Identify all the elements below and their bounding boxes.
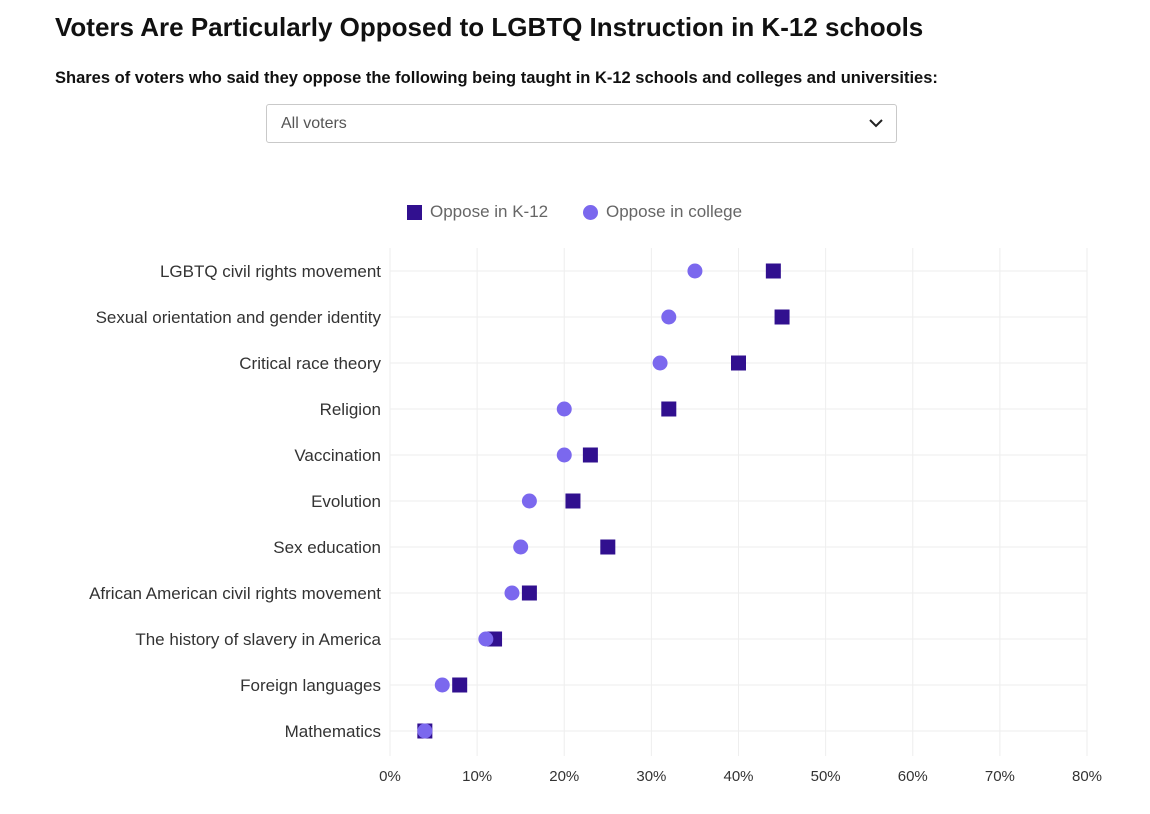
category-label: Foreign languages	[240, 676, 381, 695]
college-circle-marker	[478, 631, 494, 647]
x-tick-label: 10%	[462, 768, 492, 785]
k12-square-marker	[452, 677, 468, 693]
k12-square-marker	[731, 355, 746, 371]
k12-square-marker	[582, 447, 598, 463]
voter-group-dropdown[interactable]: All voters	[266, 104, 897, 143]
category-label: Sex education	[273, 538, 381, 557]
college-circle-marker	[556, 447, 572, 463]
college-circle-marker	[661, 309, 677, 325]
category-label: Critical race theory	[239, 354, 381, 373]
college-circle-marker	[434, 677, 450, 693]
legend-item-k12[interactable]: Oppose in K-12	[407, 200, 548, 224]
legend-item-college[interactable]: Oppose in college	[583, 200, 742, 224]
k12-square-marker	[521, 585, 537, 601]
dot-plot: 0% 10% 20% 30% 40% 50% 60% 70% 80% LGBTQ civil ri…	[89, 248, 1102, 785]
college-circle-marker	[521, 493, 537, 509]
x-tick-label: 80%	[1072, 768, 1102, 785]
category-label: Evolution	[311, 492, 381, 511]
k12-square-marker	[661, 401, 677, 417]
college-circle-marker	[652, 355, 668, 371]
college-circle-marker	[556, 401, 572, 417]
category-label: Vaccination	[294, 446, 381, 465]
k12-square-marker	[765, 263, 781, 279]
legend-square-icon	[407, 204, 422, 220]
chart-legend: Oppose in K-12 Oppose in college	[0, 200, 1150, 224]
x-tick-label: 60%	[898, 768, 928, 785]
x-tick-label: 40%	[723, 768, 753, 785]
dropdown-selected-value: All voters	[281, 115, 347, 132]
category-label: Mathematics	[285, 722, 381, 741]
category-label: The history of slavery in America	[135, 630, 381, 649]
category-label: Religion	[320, 400, 381, 419]
x-tick-label: 70%	[985, 768, 1015, 785]
x-tick-label: 30%	[636, 768, 666, 785]
chevron-down-icon	[869, 119, 883, 128]
k12-square-marker	[774, 309, 790, 325]
legend-circle-icon	[583, 204, 598, 220]
x-tick-label: 50%	[811, 768, 841, 785]
category-label: LGBTQ civil rights movement	[160, 262, 381, 281]
college-circle-marker	[687, 263, 703, 279]
k12-square-marker	[565, 493, 581, 509]
college-circle-marker	[513, 539, 529, 555]
category-label: Sexual orientation and gender identity	[96, 308, 382, 327]
x-tick-label: 0%	[379, 768, 401, 785]
chart-title: Voters Are Particularly Opposed to LGBTQ…	[55, 12, 924, 42]
legend-label-k12: Oppose in K-12	[430, 202, 549, 221]
chart-subtitle: Shares of voters who said they oppose th…	[55, 69, 938, 87]
x-tick-label: 20%	[549, 768, 579, 785]
college-circle-marker	[504, 585, 520, 601]
college-circle-marker	[417, 723, 433, 739]
category-label: African American civil rights movement	[89, 584, 381, 603]
k12-square-marker	[600, 539, 616, 555]
legend-label-college: Oppose in college	[606, 202, 743, 221]
